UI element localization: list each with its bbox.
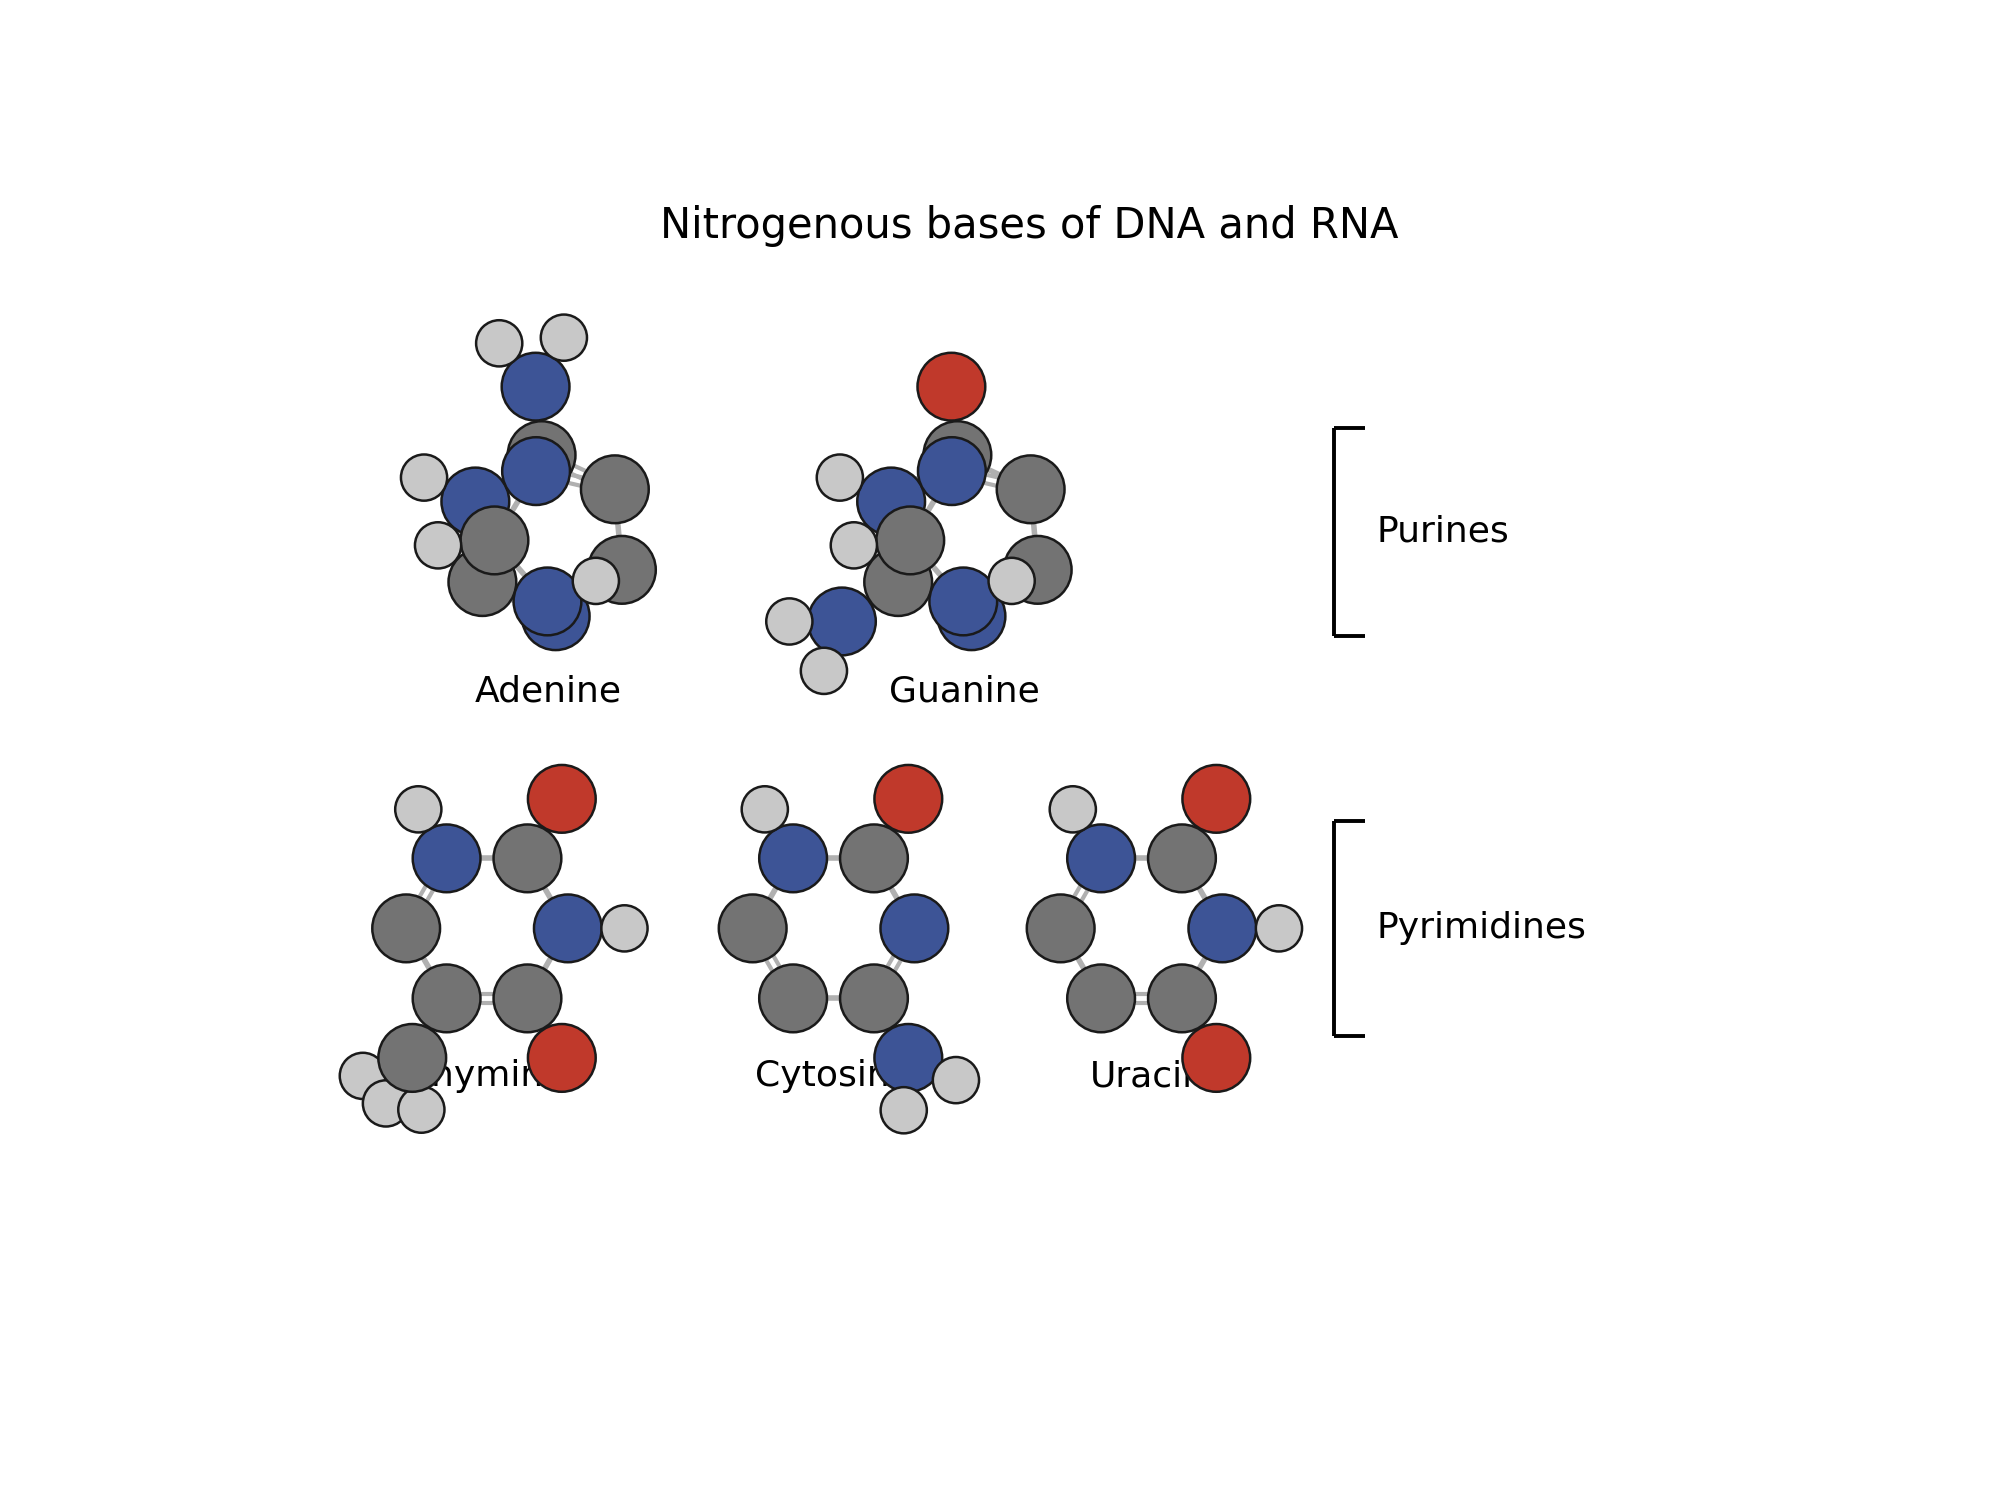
- Circle shape: [1066, 824, 1134, 893]
- Circle shape: [442, 467, 510, 536]
- Circle shape: [1182, 764, 1250, 833]
- Circle shape: [741, 787, 787, 833]
- Text: Nitrogenous bases of DNA and RNA: Nitrogenous bases of DNA and RNA: [660, 205, 1397, 246]
- Circle shape: [759, 824, 827, 893]
- Text: Cytosine: Cytosine: [755, 1059, 911, 1093]
- Circle shape: [839, 964, 907, 1032]
- Circle shape: [923, 421, 991, 490]
- Circle shape: [371, 894, 440, 963]
- Text: Purines: Purines: [1375, 515, 1509, 549]
- Circle shape: [719, 894, 787, 963]
- Circle shape: [572, 558, 618, 605]
- Circle shape: [929, 567, 997, 636]
- Circle shape: [1182, 1024, 1250, 1091]
- Circle shape: [415, 523, 462, 569]
- Circle shape: [448, 548, 516, 617]
- Circle shape: [767, 599, 813, 645]
- Circle shape: [1026, 894, 1094, 963]
- Circle shape: [502, 437, 570, 505]
- Circle shape: [1188, 894, 1256, 963]
- Circle shape: [881, 1087, 927, 1133]
- Circle shape: [522, 582, 590, 649]
- Circle shape: [476, 320, 522, 366]
- Text: Uracil: Uracil: [1090, 1059, 1192, 1093]
- Circle shape: [540, 315, 586, 361]
- Circle shape: [528, 1024, 596, 1091]
- Circle shape: [987, 558, 1034, 605]
- Circle shape: [801, 648, 847, 694]
- Circle shape: [600, 905, 646, 951]
- Circle shape: [1004, 536, 1072, 603]
- Circle shape: [528, 764, 596, 833]
- Circle shape: [1148, 964, 1214, 1032]
- Circle shape: [377, 1024, 446, 1091]
- Circle shape: [502, 352, 570, 421]
- Circle shape: [879, 894, 947, 963]
- Circle shape: [339, 1053, 385, 1099]
- Circle shape: [863, 548, 931, 617]
- Text: Guanine: Guanine: [889, 675, 1040, 708]
- Circle shape: [759, 964, 827, 1032]
- Circle shape: [875, 506, 943, 575]
- Circle shape: [1148, 824, 1214, 893]
- Circle shape: [937, 582, 1006, 649]
- Text: Thymine: Thymine: [409, 1059, 564, 1093]
- Text: Adenine: Adenine: [476, 675, 622, 708]
- Circle shape: [1254, 905, 1301, 951]
- Circle shape: [917, 352, 985, 421]
- Circle shape: [817, 454, 863, 500]
- Circle shape: [1066, 964, 1134, 1032]
- Circle shape: [397, 1087, 444, 1133]
- Circle shape: [413, 824, 480, 893]
- Circle shape: [413, 964, 480, 1032]
- Circle shape: [494, 964, 562, 1032]
- Circle shape: [494, 824, 562, 893]
- Circle shape: [580, 455, 648, 523]
- Circle shape: [460, 506, 528, 575]
- Circle shape: [873, 764, 941, 833]
- Circle shape: [933, 1057, 979, 1103]
- Circle shape: [995, 455, 1064, 523]
- Circle shape: [831, 523, 877, 569]
- Circle shape: [514, 567, 582, 636]
- Circle shape: [1050, 787, 1096, 833]
- Circle shape: [588, 536, 656, 603]
- Circle shape: [401, 454, 448, 500]
- Circle shape: [807, 588, 875, 655]
- Circle shape: [873, 1024, 941, 1091]
- Circle shape: [534, 894, 602, 963]
- Circle shape: [857, 467, 925, 536]
- Circle shape: [363, 1081, 409, 1127]
- Circle shape: [839, 824, 907, 893]
- Circle shape: [508, 421, 576, 490]
- Circle shape: [395, 787, 442, 833]
- Circle shape: [917, 437, 985, 505]
- Text: Pyrimidines: Pyrimidines: [1375, 911, 1586, 945]
